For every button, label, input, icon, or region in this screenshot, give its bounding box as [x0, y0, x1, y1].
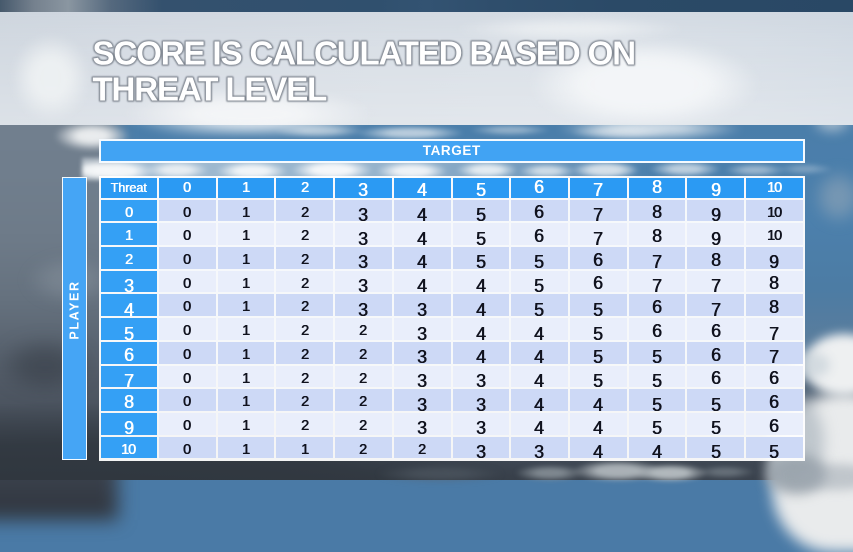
svg-text:THREAT LEVEL: THREAT LEVEL [93, 71, 328, 108]
svg-text:THREAT LEVEL: THREAT LEVEL [93, 71, 328, 108]
svg-text:SCORE IS CALCULATED BASED ON: SCORE IS CALCULATED BASED ON [93, 35, 635, 72]
svg-text:SCORE IS CALCULATED BASED ON: SCORE IS CALCULATED BASED ON [93, 35, 635, 72]
